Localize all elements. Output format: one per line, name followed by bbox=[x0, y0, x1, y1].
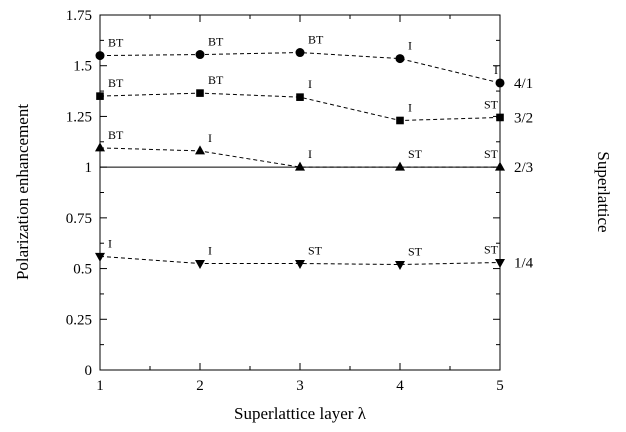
data-point bbox=[295, 260, 305, 269]
plot-frame bbox=[99, 14, 501, 371]
data-point bbox=[95, 51, 105, 61]
point-label: ST bbox=[408, 245, 423, 259]
superlattice-label: 1/4 bbox=[514, 255, 534, 271]
data-point bbox=[495, 161, 505, 171]
data-point bbox=[96, 92, 104, 100]
data-point bbox=[195, 50, 205, 60]
point-label: I bbox=[408, 100, 412, 114]
data-point bbox=[95, 142, 105, 152]
x-tick-label: 5 bbox=[496, 378, 504, 394]
point-label: I bbox=[494, 63, 498, 77]
series-line-3 bbox=[99, 255, 501, 266]
point-label: BT bbox=[208, 73, 224, 87]
superlattice-label: 2/3 bbox=[514, 160, 533, 176]
point-label: BT bbox=[208, 35, 224, 49]
data-point bbox=[395, 161, 405, 171]
point-label: ST bbox=[484, 97, 499, 111]
series-line-1 bbox=[99, 92, 501, 121]
point-label: ST bbox=[408, 147, 423, 161]
x-axis-title: Superlattice layer λ bbox=[234, 404, 367, 423]
point-label: I bbox=[408, 39, 412, 53]
point-label: BT bbox=[108, 76, 124, 90]
data-point bbox=[495, 258, 505, 268]
point-label: I bbox=[208, 131, 212, 145]
point-label: ST bbox=[308, 244, 323, 258]
data-point bbox=[496, 113, 504, 122]
y-tick-label: 0.25 bbox=[66, 312, 92, 328]
point-label: BT bbox=[108, 128, 124, 142]
y-axis-title: Polarization enhancement bbox=[13, 104, 32, 280]
point-label: I bbox=[308, 147, 312, 161]
superlattice-label: 4/1 bbox=[514, 76, 533, 92]
data-point bbox=[295, 161, 305, 171]
y-tick-label: 0.5 bbox=[73, 262, 92, 278]
data-point bbox=[196, 89, 204, 97]
y-tick-label: 1 bbox=[85, 160, 93, 176]
y-tick-label: 1.75 bbox=[66, 8, 92, 24]
data-point bbox=[396, 116, 404, 125]
data-point bbox=[195, 260, 205, 269]
axis-tick-labels: 1 2 3 4 5 0 0.25 0.5 0.75 1 1.25 1.5 1.75 bbox=[66, 8, 504, 394]
point-labels: BT BT BT I I BT BT I I ST BT I I ST ST I I ST ST ST bbox=[108, 33, 499, 259]
data-point bbox=[296, 93, 304, 101]
series-line-0 bbox=[99, 52, 501, 84]
point-label: BT bbox=[108, 36, 124, 50]
x-tick-label: 4 bbox=[396, 378, 404, 394]
point-label: ST bbox=[484, 147, 499, 161]
data-point bbox=[195, 145, 205, 155]
data-point bbox=[95, 252, 105, 262]
point-label: I bbox=[108, 236, 112, 250]
y-tick-label: 0 bbox=[85, 363, 93, 379]
y-tick-label: 1.25 bbox=[66, 109, 92, 125]
x-tick-label: 3 bbox=[296, 378, 304, 394]
point-label: I bbox=[308, 77, 312, 91]
x-tick-label: 1 bbox=[96, 378, 104, 394]
series-markers bbox=[95, 48, 505, 271]
y-tick-label: 0.75 bbox=[66, 211, 92, 227]
point-label: I bbox=[208, 244, 212, 258]
y-tick-label: 1.5 bbox=[73, 59, 92, 75]
data-point bbox=[395, 261, 405, 271]
series-line-2 bbox=[99, 147, 500, 168]
superlattice-label: 3/2 bbox=[514, 110, 533, 126]
point-label: ST bbox=[484, 242, 499, 256]
data-point bbox=[295, 48, 305, 58]
series-lines bbox=[99, 52, 501, 266]
right-axis-title: Superlattice bbox=[594, 151, 613, 232]
data-point bbox=[495, 78, 505, 88]
series-labels: 4/1 3/2 2/3 1/4 bbox=[514, 76, 534, 272]
data-point bbox=[395, 54, 405, 64]
point-label: BT bbox=[308, 33, 324, 47]
x-tick-label: 2 bbox=[196, 378, 204, 394]
axis-ticks bbox=[99, 14, 501, 371]
